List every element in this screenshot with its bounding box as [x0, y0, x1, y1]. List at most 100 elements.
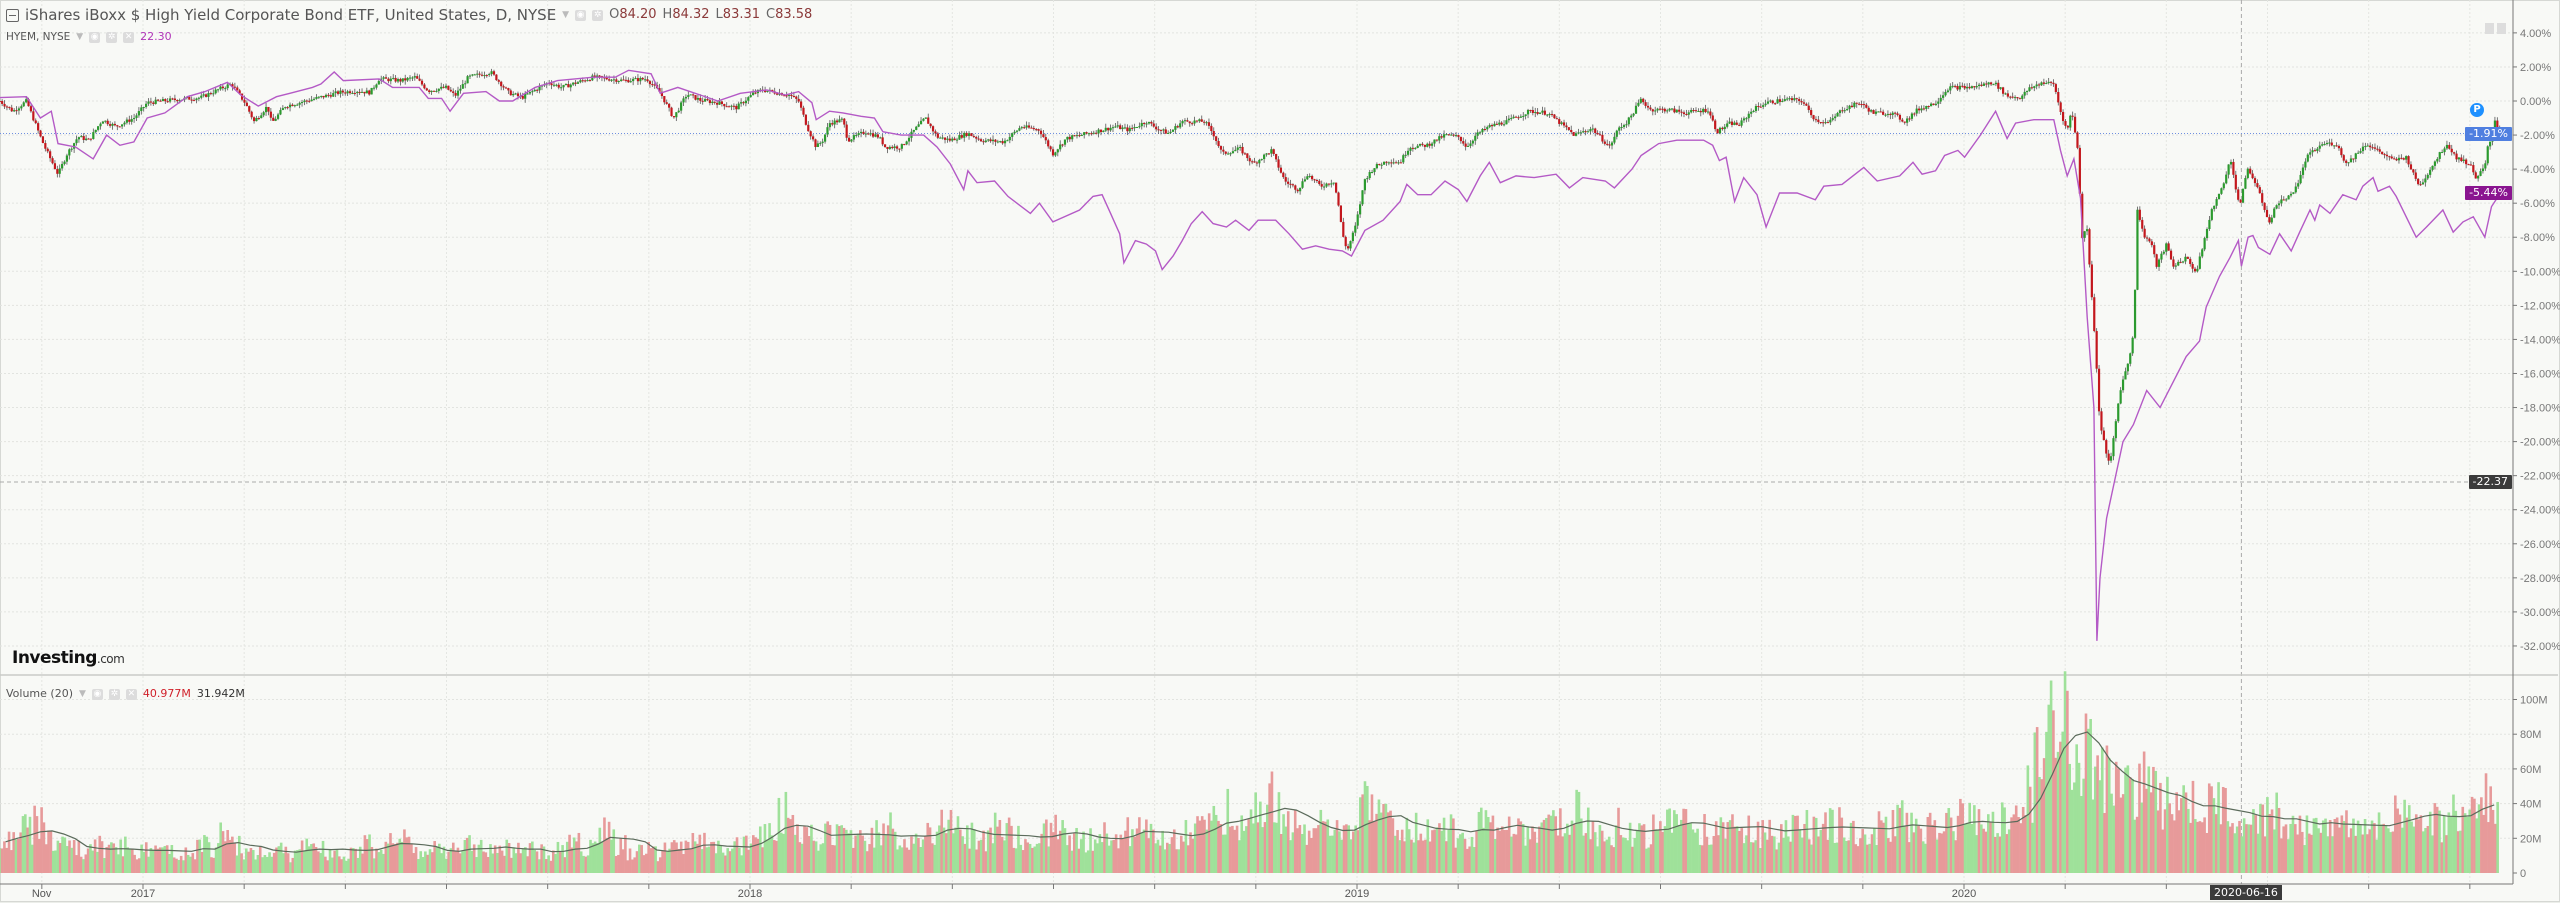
- volume-bar-down: [1179, 835, 1183, 873]
- candle-down: [1462, 141, 1465, 144]
- candle-down: [1814, 119, 1818, 121]
- volume-bar-up: [819, 844, 823, 873]
- maximize-pane-icon[interactable]: [2485, 23, 2494, 34]
- volume-bar-down: [247, 851, 250, 873]
- volume-bar-down: [2435, 806, 2439, 873]
- volume-bar-up: [1366, 785, 1369, 873]
- candle-down: [1447, 134, 1450, 136]
- candle-up: [262, 112, 265, 116]
- volume-bar-up: [2133, 819, 2137, 873]
- volume-bar-up: [1800, 837, 1804, 873]
- candle-up: [1426, 143, 1429, 147]
- candle-down: [190, 99, 193, 101]
- volume-bar-up: [1128, 846, 1132, 873]
- candle-down: [1956, 86, 1959, 90]
- candle-down: [1896, 113, 1899, 115]
- candle-up: [298, 102, 301, 105]
- candle-up: [572, 82, 575, 85]
- gear-icon[interactable]: ✲: [106, 31, 118, 43]
- gear-icon[interactable]: ✲: [592, 9, 604, 21]
- candle-down: [1253, 161, 1256, 163]
- candle-down: [423, 84, 426, 89]
- candle-down: [1709, 111, 1712, 116]
- eye-icon[interactable]: ◉: [91, 688, 103, 700]
- hyem-last-price-tag: -5.44%: [2465, 186, 2512, 200]
- candle-down: [1596, 133, 1599, 135]
- volume-bar-up: [1586, 807, 1590, 873]
- volume-bar-down: [1024, 839, 1027, 873]
- close-icon[interactable]: ✕: [125, 688, 137, 700]
- candle-down: [248, 106, 251, 112]
- volume-bar-down: [2224, 788, 2227, 873]
- candle-down: [574, 82, 577, 84]
- candle-up: [1083, 132, 1086, 136]
- volume-bar-down: [249, 847, 253, 873]
- candle-up: [524, 93, 527, 99]
- volume-bar-down: [1152, 829, 1155, 873]
- chevron-down-icon[interactable]: ▼: [562, 10, 570, 20]
- candle-up: [528, 91, 532, 94]
- candle-down: [2054, 84, 2057, 93]
- candle-down: [51, 158, 54, 164]
- candle-down: [1215, 136, 1218, 142]
- candle-up: [2198, 256, 2201, 269]
- volume-bar-down: [1573, 824, 1576, 873]
- volume-bar-down: [2105, 745, 2109, 873]
- chevron-down-icon[interactable]: ▼: [79, 689, 86, 699]
- volume-bar-down: [44, 844, 48, 873]
- candle-up: [905, 141, 908, 145]
- candle-up: [1675, 109, 1678, 113]
- volume-bar-down: [1998, 836, 2002, 873]
- volume-bar-up: [1921, 841, 1925, 873]
- volume-bar-down: [451, 842, 455, 873]
- volume-bar-up: [952, 833, 955, 873]
- candle-up: [1102, 130, 1105, 133]
- close-icon[interactable]: ✕: [123, 31, 135, 43]
- volume-bar-up: [89, 844, 92, 873]
- eye-icon[interactable]: ◉: [575, 9, 587, 21]
- volume-bar-up: [2182, 785, 2185, 873]
- candle-up: [1303, 179, 1307, 182]
- candle-up: [1982, 83, 1985, 86]
- candle-up: [1718, 127, 1722, 134]
- candle-up: [1512, 116, 1515, 119]
- candle-up: [1987, 82, 1990, 85]
- collapse-icon[interactable]: [6, 8, 19, 22]
- candle-down: [1313, 179, 1316, 181]
- volume-bar-down: [656, 861, 660, 873]
- volume-bar-down: [754, 837, 757, 873]
- candle-down: [2141, 219, 2144, 229]
- volume-bar-down: [7, 831, 11, 873]
- restore-pane-icon[interactable]: [2497, 23, 2506, 34]
- candle-down: [2061, 111, 2065, 122]
- candle-up: [1025, 125, 1028, 128]
- candle-up: [2196, 268, 2199, 272]
- candle-down: [166, 101, 169, 103]
- candle-up: [1454, 135, 1458, 137]
- volume-bar-down: [1112, 839, 1116, 873]
- compare-symbol[interactable]: HYEM, NYSE: [6, 31, 71, 43]
- chevron-down-icon[interactable]: ▼: [76, 32, 84, 42]
- candle-down: [1529, 109, 1532, 111]
- candle-down: [2167, 243, 2170, 251]
- candle-down: [34, 120, 37, 124]
- candle-up: [855, 134, 858, 136]
- candle-up: [682, 98, 685, 103]
- volume-bar-down: [959, 829, 962, 873]
- volume-bar-up: [1728, 820, 1732, 873]
- volume-bar-up: [1405, 817, 1409, 873]
- event-marker-icon[interactable]: P: [2470, 103, 2484, 117]
- eye-icon[interactable]: ◉: [89, 31, 101, 43]
- candle-down: [706, 99, 709, 101]
- candle-down: [44, 143, 47, 149]
- candle-down: [89, 138, 93, 140]
- candle-down: [927, 117, 930, 124]
- volume-label[interactable]: Volume (20): [6, 687, 73, 700]
- candle-up: [999, 141, 1002, 143]
- candle-up: [372, 87, 376, 89]
- x-tick-label: Nov: [32, 888, 52, 900]
- volume-bar-down: [1389, 810, 1392, 873]
- volume-bar-up: [2468, 809, 2472, 873]
- gear-icon[interactable]: ✲: [108, 688, 120, 700]
